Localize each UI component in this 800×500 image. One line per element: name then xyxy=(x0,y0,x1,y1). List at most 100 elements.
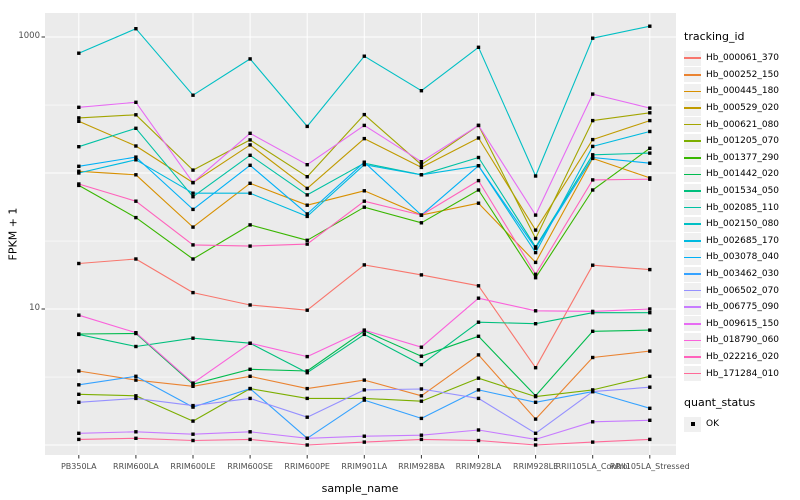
data-point xyxy=(648,111,652,115)
legend-label: Hb_003462_030 xyxy=(706,269,780,280)
data-point xyxy=(305,212,309,216)
data-point xyxy=(533,260,538,265)
data-point xyxy=(134,199,138,203)
x-tick-label-RRII105LA_Control: RRII105LA_Control xyxy=(555,462,630,471)
legend-key xyxy=(684,67,701,83)
data-point xyxy=(591,137,595,142)
data-point xyxy=(134,100,138,104)
data-point xyxy=(77,171,81,175)
data-point xyxy=(533,431,538,435)
data-point xyxy=(305,238,309,242)
data-point xyxy=(362,163,366,167)
legend-line-swatch xyxy=(684,256,701,259)
y-tick-label-1000: 1000 xyxy=(18,31,40,41)
data-point xyxy=(476,320,481,324)
data-point xyxy=(648,437,652,442)
legend-label: Hb_000252_150 xyxy=(706,69,780,80)
data-point xyxy=(248,181,252,185)
data-point xyxy=(134,394,138,398)
data-point xyxy=(305,186,309,191)
data-point xyxy=(419,433,424,437)
legend-line-swatch xyxy=(684,173,701,176)
data-point xyxy=(305,214,309,219)
legend-key xyxy=(684,117,701,133)
data-point xyxy=(591,178,595,182)
data-point xyxy=(591,153,595,157)
legend-item-Hb_006502_070: Hb_006502_070 xyxy=(684,282,779,299)
legend-item-Hb_000529_020: Hb_000529_020 xyxy=(684,100,779,117)
x-tick-label-RRIM600LE: RRIM600LE xyxy=(170,462,216,471)
data-point xyxy=(419,394,424,398)
legend-key xyxy=(684,316,701,332)
data-point xyxy=(248,374,252,378)
legend-line-swatch xyxy=(684,306,701,308)
data-point xyxy=(77,400,81,404)
data-point xyxy=(248,244,252,248)
data-point xyxy=(305,371,309,375)
data-point xyxy=(248,223,252,227)
legend-line-swatch xyxy=(684,356,701,358)
data-point xyxy=(191,207,195,212)
legend-line-swatch xyxy=(684,206,701,209)
legend-line-swatch xyxy=(684,322,701,325)
data-point xyxy=(591,36,595,40)
x-tick-label-RRIM600LA: RRIM600LA xyxy=(113,462,159,471)
data-point xyxy=(305,436,309,440)
data-point xyxy=(648,385,652,389)
data-point xyxy=(248,341,252,345)
legend-item-Hb_171284_010: Hb_171284_010 xyxy=(684,365,779,382)
data-point xyxy=(77,119,81,123)
data-point xyxy=(476,136,481,140)
x-tick-label-RRIM600SE: RRIM600SE xyxy=(227,462,273,471)
data-point xyxy=(476,376,481,380)
legend-item-Hb_000445_180: Hb_000445_180 xyxy=(684,83,779,100)
legend-label: Hb_002685_170 xyxy=(706,235,780,246)
legend-key xyxy=(684,299,701,315)
data-point xyxy=(305,386,309,391)
data-point xyxy=(419,160,424,164)
data-point xyxy=(476,123,481,128)
data-point xyxy=(191,419,195,423)
legend-item-Hb_009615_150: Hb_009615_150 xyxy=(684,316,779,333)
legend-key xyxy=(684,200,701,216)
data-point xyxy=(591,144,595,149)
data-point xyxy=(362,378,366,382)
data-point xyxy=(77,145,81,149)
data-point xyxy=(134,344,138,349)
data-point xyxy=(591,329,595,333)
data-point xyxy=(305,308,309,312)
data-point xyxy=(248,396,252,401)
data-point xyxy=(533,276,538,280)
data-point xyxy=(134,378,138,382)
legend-line-swatch xyxy=(684,140,701,143)
data-point xyxy=(419,163,424,167)
data-point xyxy=(419,273,424,277)
data-point xyxy=(476,201,481,205)
data-point xyxy=(248,131,252,135)
data-point xyxy=(476,284,481,288)
data-point xyxy=(305,163,309,167)
data-point xyxy=(305,193,309,197)
data-point xyxy=(419,399,424,403)
data-point xyxy=(419,416,424,421)
data-point xyxy=(191,381,195,385)
data-point xyxy=(648,349,652,353)
legend-label: Hb_006775_090 xyxy=(706,302,780,313)
data-point xyxy=(533,437,538,442)
data-point xyxy=(77,51,81,55)
legend-line-swatch xyxy=(684,157,701,159)
data-point xyxy=(533,228,538,232)
data-point xyxy=(248,386,252,391)
data-point xyxy=(134,396,138,401)
data-point xyxy=(648,24,652,28)
data-point xyxy=(191,168,195,172)
data-point xyxy=(362,205,366,209)
y-axis-title: FPKM + 1 xyxy=(6,207,20,261)
data-point xyxy=(134,158,138,162)
data-point xyxy=(362,136,366,141)
legend-line-swatch xyxy=(684,123,701,126)
legend-title-tracking-id: tracking_id xyxy=(684,30,745,43)
data-point xyxy=(533,417,538,421)
legend-item-Hb_001442_020: Hb_001442_020 xyxy=(684,166,779,183)
